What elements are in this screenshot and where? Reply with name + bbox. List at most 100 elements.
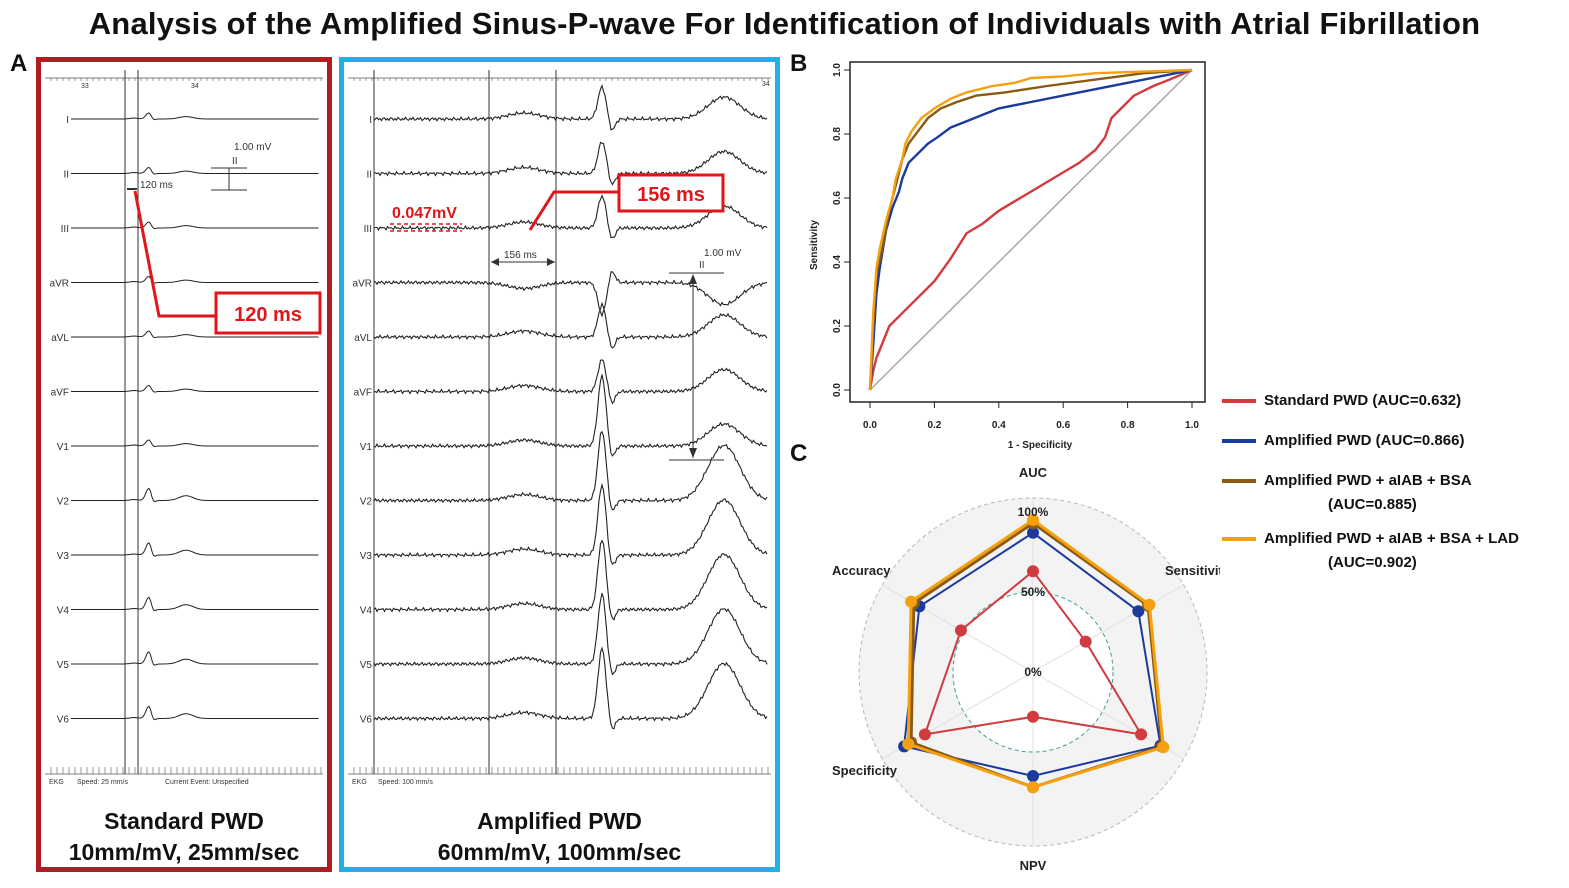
radar-axis-accuracy: Accuracy [832,563,891,578]
radar-point-0-1 [1079,635,1092,648]
lead-label-V4: V4 [57,606,70,617]
ecg-trace-I [71,112,319,121]
callout-156-leader [528,190,619,231]
lead-label-V1: V1 [57,442,70,453]
lead-label-V5: V5 [57,660,70,671]
calibration-label-amplified: 1.00 mV [704,248,742,259]
amplified-caption-title: Amplified PWD [477,808,642,834]
radar-point-3-3 [1027,781,1039,794]
roc-series-3 [868,68,1193,391]
radar-point-0-2 [1135,728,1148,741]
lead-label-I: I [369,115,372,126]
amplitude-label: 0.047mV [392,205,457,222]
roc-y-tick-0.6: 0.6 [832,191,843,205]
ecg-trace-V1 [71,439,319,448]
ecg-trace-III [71,221,319,230]
lead-label-V6: V6 [360,715,373,726]
ecg-trace-V2 [71,487,319,503]
legend-label-standard: Standard PWD (AUC=0.632) [1264,392,1462,409]
ecg-trace-aVR [71,275,319,284]
legend-swatch-standard [1222,399,1256,403]
legend-item-standard: Standard PWD (AUC=0.632) [1220,388,1565,414]
roc-legend: Standard PWD (AUC=0.632) Amplified PWD (… [1220,388,1565,584]
legend-label-amp-aiab-bsa-lad: Amplified PWD + aIAB + BSA + LAD [1264,530,1519,547]
amplified-caption-scale: 60mm/mV, 100mm/sec [437,839,682,865]
panel-label-b: B [790,50,808,77]
callout-156-box [617,173,725,213]
legend-swatch-amp-aiab-bsa [1222,479,1256,483]
roc-x-tick-0.0: 0.0 [863,420,877,431]
roc-x-tick-1.0: 1.0 [1185,420,1199,431]
callout-156-text: 156 ms [637,184,705,206]
radar-point-1-3 [1027,770,1039,782]
legend-item-amplified: Amplified PWD (AUC=0.866) [1220,428,1565,454]
ecg-trace-V2 [373,430,768,511]
callout-120-text: 120 ms [234,304,302,326]
legend-swatch-amplified [1222,439,1256,443]
standard-caption-title: Standard PWD [104,808,264,834]
callout-120-box [214,291,322,335]
ecg-trace-V1 [373,374,768,457]
ecg-trace-aVL [71,330,319,339]
tick-label-34-amplified: 34 [762,81,770,88]
roc-chart: 0.0 0.2 0.4 0.6 0.8 1.0 0.0 0.2 0.4 0.6 0.8 1.0 1 -… [809,61,1206,451]
lead-label-II: II [366,170,372,181]
roc-x-tick-0.8: 0.8 [1121,420,1135,431]
interval-120-small: 120 ms [140,180,173,191]
radar-point-3-1 [1143,598,1156,611]
legend-auc-amp-aiab-bsa-lad: (AUC=0.902) [1328,554,1417,571]
lead-label-V3: V3 [360,551,373,562]
lead-label-I: I [66,115,69,126]
footer-speed-label-amplified: Speed: 100 mm/s [378,779,433,786]
radar-point-0-0 [1027,565,1039,578]
radar-axis-specificity: Specificity [832,763,898,778]
ecg-trace-V5 [373,593,768,676]
roc-y-tick-0.0: 0.0 [832,383,843,397]
ecg-trace-aVR [373,271,768,318]
lead-label-aVL: aVL [354,333,372,344]
radar-tick-2: 0% [1024,665,1042,679]
ecg-trace-V3 [71,542,319,557]
roc-series-2 [868,68,1193,391]
radar-axis-auc: AUC [1019,465,1048,480]
lead-label-V5: V5 [360,660,373,671]
lead-label-aVL: aVL [51,333,69,344]
lead-label-V4: V4 [360,606,373,617]
radar-axis-sensitivity: Sensitivity [1165,563,1220,578]
interval-156-small: 156 ms [504,250,537,261]
lead-label-V6: V6 [57,715,70,726]
ecg-trace-II [71,166,319,175]
ecg-trace-I [373,84,768,131]
radar-tick-1: 50% [1021,585,1045,599]
radar-point-0-5 [954,624,967,637]
roc-x-tick-0.6: 0.6 [1056,420,1070,431]
lead-label-II: II [63,170,69,181]
panel-label-a: A [10,50,28,77]
standard-caption-scale: 10mm/mV, 25mm/sec [68,839,300,865]
lead-label-aVF: aVF [51,388,69,399]
roc-series-4 [869,69,1193,391]
radar-point-3-5 [905,595,918,608]
radar-point-0-4 [918,728,931,741]
panel-label-c: C [790,440,808,467]
calibration-label: 1.00 mV [234,142,272,153]
footer-ekg-label: EKG [49,779,64,786]
lead-label-aVR: aVR [353,279,372,290]
roc-series-0 [868,68,1193,391]
ecg-trace-II [373,141,768,186]
radar-tick-0: 100% [1018,505,1049,519]
amplified-ecg-panel: I II III aVR aVL aVF V1 V2 V3 V4 V5 V6 34 1.00 mV I… [339,57,780,872]
lead-label-V2: V2 [57,497,70,508]
ecg-trace-V6 [373,646,768,730]
lead-label-aVR: aVR [50,279,69,290]
lead-label-V3: V3 [57,551,70,562]
radar-axis-npv: NPV [1020,858,1047,873]
ecg-trace-V4 [373,539,768,621]
lead-label-aVF: aVF [354,388,372,399]
roc-y-axis-label: Sensitivity [809,220,820,270]
roc-y-tick-1.0: 1.0 [832,63,843,77]
roc-y-tick-0.2: 0.2 [832,319,843,333]
footer-speed-label: Speed: 25 mm/s [77,779,128,786]
radar-point-3-4 [902,738,915,750]
